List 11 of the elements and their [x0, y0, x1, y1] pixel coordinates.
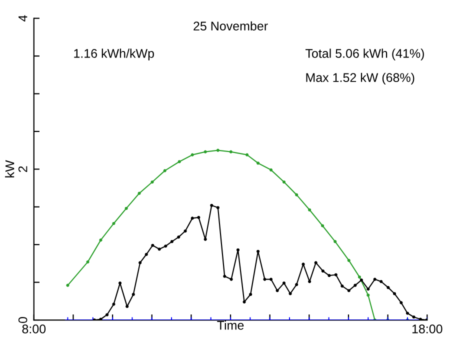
y-tick-label: 4	[18, 15, 28, 22]
y-axis-title: kW	[5, 160, 14, 178]
y-tick-label: 0	[18, 317, 28, 324]
x-tick-label: 18:00	[412, 324, 442, 334]
x-tick-label: 8:00	[22, 324, 46, 334]
annotation: 1.16 kWh/kWp	[74, 48, 154, 60]
chart-title: 25 November	[194, 21, 268, 30]
x-axis-title: Time	[217, 320, 244, 330]
annotation: Total 5.06 kWh (41%)	[306, 48, 424, 60]
y-tick-label: 2	[18, 166, 28, 172]
annotation: Max 1.52 kW (68%)	[306, 72, 414, 84]
